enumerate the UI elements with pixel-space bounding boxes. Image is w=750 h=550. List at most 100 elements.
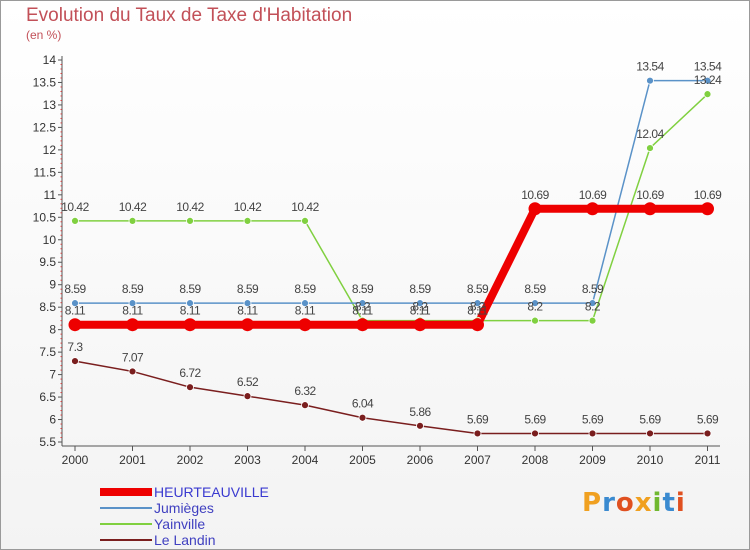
y-minor-tick <box>60 185 62 187</box>
series-line-jumièges <box>74 79 709 304</box>
y-minor-tick <box>60 167 62 169</box>
data-point <box>703 429 712 438</box>
y-minor-tick <box>60 320 62 322</box>
data-point <box>588 429 597 438</box>
y-tick-label: 9 <box>49 278 56 292</box>
data-point <box>186 216 194 225</box>
y-minor-tick <box>60 203 62 205</box>
legend-label: Jumièges <box>154 500 214 516</box>
y-tick-label: 10 <box>43 233 57 247</box>
x-tick-label: 2004 <box>292 453 319 467</box>
data-label: 6.04 <box>352 397 374 411</box>
data-point <box>71 299 79 308</box>
data-label: 8.11 <box>410 304 431 318</box>
data-point <box>128 367 137 376</box>
y-minor-tick <box>60 266 62 268</box>
data-label: 8.11 <box>65 304 86 318</box>
y-minor-tick <box>60 405 62 407</box>
y-minor-tick <box>60 248 62 250</box>
data-label: 8.11 <box>122 304 143 318</box>
logo-letter: x <box>634 488 653 518</box>
data-label: 8.59 <box>294 282 316 296</box>
data-label: 8.11 <box>352 304 373 318</box>
y-minor-tick <box>60 225 62 227</box>
data-label: 5.69 <box>524 412 546 426</box>
data-point <box>416 299 424 308</box>
y-tick-label: 14 <box>43 53 57 67</box>
y-minor-tick <box>60 338 62 340</box>
y-minor-tick <box>60 135 62 137</box>
y-minor-tick <box>60 414 62 416</box>
y-minor-tick <box>60 221 62 223</box>
y-minor-tick <box>60 86 62 88</box>
logo-letter: o <box>615 488 635 518</box>
data-point <box>473 429 482 438</box>
logo-letter: i <box>675 488 686 518</box>
data-point <box>358 299 367 308</box>
y-minor-tick <box>60 140 62 142</box>
data-label: 8.59 <box>237 282 259 296</box>
x-tick-label: 2011 <box>695 453 721 467</box>
series-line-yainville <box>74 93 709 322</box>
y-minor-tick <box>60 212 62 214</box>
data-point <box>473 299 482 308</box>
data-label: 8.59 <box>582 282 604 296</box>
series-line-heurteauville <box>71 204 712 329</box>
x-tick-label: 2002 <box>177 453 204 467</box>
y-minor-tick <box>60 131 62 133</box>
data-label: 8.2 <box>355 300 371 314</box>
y-minor-tick <box>60 99 62 101</box>
data-label: 8.11 <box>295 304 316 318</box>
y-tick-label: 13 <box>43 98 57 112</box>
legend-swatch <box>100 539 152 541</box>
y-tick-label: 12.5 <box>33 120 57 134</box>
data-label: 6.52 <box>237 375 259 389</box>
logo-letter: t <box>662 488 676 518</box>
data-label: 7.07 <box>122 350 144 364</box>
y-minor-tick <box>60 360 62 362</box>
data-point <box>646 429 654 438</box>
y-minor-tick <box>60 252 62 254</box>
y-minor-tick <box>60 401 62 403</box>
legend-swatch <box>100 488 152 496</box>
y-minor-tick <box>60 315 62 317</box>
data-label: 5.69 <box>639 412 661 426</box>
y-minor-tick <box>60 180 62 182</box>
data-point <box>128 299 137 308</box>
x-tick-label: 2009 <box>579 453 606 467</box>
y-tick-label: 7 <box>49 368 56 382</box>
y-tick-label: 7.5 <box>39 345 56 359</box>
logo-letter: r <box>602 488 616 518</box>
data-point <box>531 299 539 308</box>
data-label: 8.59 <box>524 282 546 296</box>
data-point <box>241 318 254 332</box>
y-minor-tick <box>60 423 62 425</box>
y-tick-label: 11 <box>44 188 57 202</box>
y-minor-tick <box>60 410 62 412</box>
y-minor-tick <box>60 347 62 349</box>
data-label: 10.42 <box>119 200 147 214</box>
data-point <box>701 202 714 216</box>
data-point <box>646 76 654 85</box>
y-minor-tick <box>60 257 62 259</box>
data-point <box>703 90 712 99</box>
y-minor-tick <box>60 293 62 295</box>
data-label: 8.59 <box>64 282 86 296</box>
y-minor-tick <box>60 207 62 209</box>
data-label: 10.69 <box>636 188 664 202</box>
data-point <box>471 318 484 332</box>
data-label: 5.69 <box>467 412 489 426</box>
data-point <box>531 429 539 438</box>
data-point <box>528 202 542 216</box>
data-point <box>68 318 82 332</box>
legend-swatch <box>100 523 152 525</box>
data-point <box>531 316 539 325</box>
data-label: 10.42 <box>176 200 204 214</box>
y-minor-tick <box>60 369 62 371</box>
y-minor-tick <box>60 90 62 92</box>
data-point <box>243 216 252 225</box>
legend-label: Le Landin <box>154 532 216 548</box>
data-label: 10.42 <box>61 200 89 214</box>
y-minor-tick <box>60 432 62 434</box>
